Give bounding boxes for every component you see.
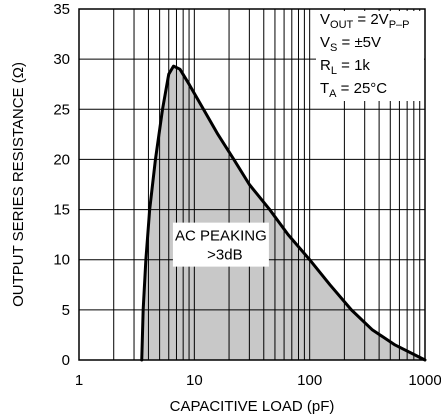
y-tick-label: 15: [53, 202, 70, 219]
x-tick-label: 1: [75, 372, 83, 389]
x-tick-label: 1000: [408, 372, 441, 389]
y-tick-label: 20: [53, 151, 70, 168]
x-tick-label: 100: [297, 372, 322, 389]
conditions-background: [316, 11, 424, 101]
y-axis-title: OUTPUT SERIES RESISTANCE (Ω): [10, 62, 27, 307]
plot-frame: [78, 8, 426, 361]
resistance-curve: [140, 64, 427, 362]
x-axis-title: CAPACITIVE LOAD (pF): [170, 398, 335, 415]
y-tick-label: 10: [53, 252, 70, 269]
x-tick-labels: 1 10 100 1000: [75, 372, 441, 389]
y-tick-label: 35: [53, 1, 70, 18]
condition-ta: TA = 25°C: [320, 80, 387, 100]
test-conditions: VOUT = 2VP–P VS = ±5V RL = 1k TA = 25°C: [316, 11, 424, 101]
y-tick-label: 30: [53, 51, 70, 68]
condition-rl: RL = 1k: [320, 57, 370, 77]
peaking-region-layer: [141, 66, 425, 360]
x-tick-label: 10: [186, 372, 203, 389]
y-tick-label: 5: [62, 302, 70, 319]
curve-layer: [140, 64, 427, 362]
y-tick-label: 0: [62, 352, 70, 369]
condition-vs: VS = ±5V: [320, 34, 381, 54]
peaking-threshold-text: >3dB: [207, 247, 242, 264]
ac-peaking-label-background: [172, 222, 269, 267]
y-tick-labels: 0 5 10 15 20 25 30 35: [53, 1, 70, 369]
condition-vout: VOUT = 2VP–P: [320, 11, 410, 31]
peaking-region-fill: [141, 66, 425, 360]
y-tick-label: 25: [53, 101, 70, 118]
ac-peaking-label: AC PEAKING >3dB: [172, 222, 269, 267]
ac-peaking-text: AC PEAKING: [175, 228, 267, 245]
